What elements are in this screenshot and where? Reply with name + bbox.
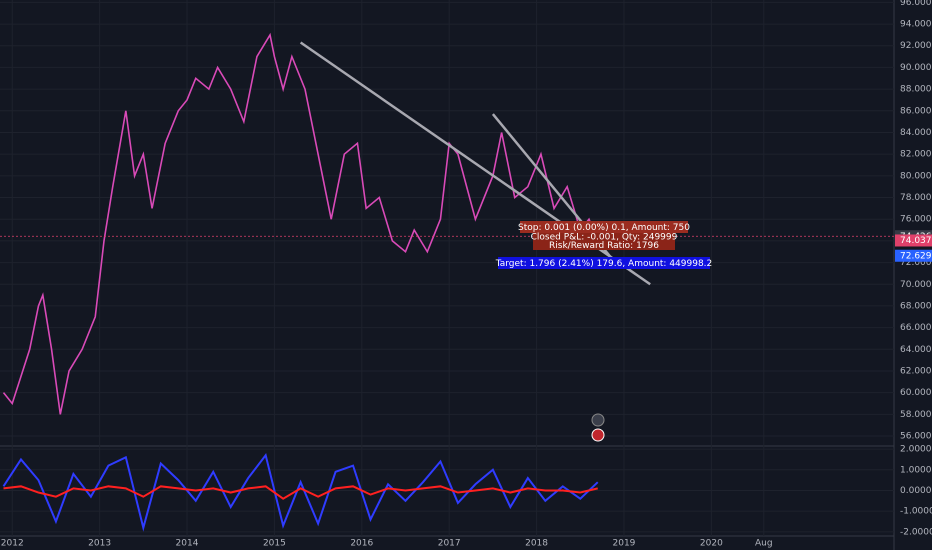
line-series: [3, 485, 598, 500]
event-icon[interactable]: [591, 413, 605, 427]
target-label: Target: 1.796 (2.41%) 179.6, Amount: 449…: [495, 259, 713, 269]
price-label-bg: [895, 234, 932, 247]
x-tick-label: 2018: [525, 539, 548, 549]
y-tick-label: 90.000: [900, 63, 932, 73]
x-tick-label: 2014: [176, 539, 199, 549]
y-tick-label: 88.000: [900, 85, 932, 95]
y-tick-label: 60.000: [900, 388, 932, 398]
x-tick-label: Aug: [755, 539, 773, 549]
y-tick-label: 68.000: [900, 301, 932, 311]
stop-box: [520, 221, 688, 233]
price-label: 72.629: [900, 251, 932, 261]
target-box: [498, 257, 710, 269]
line-series: [2, 32, 599, 415]
price-label-bg: [895, 249, 932, 262]
y-tick-label: 82.000: [900, 150, 932, 160]
y-tick-label: 58.000: [900, 410, 932, 420]
price-label: 74.037: [900, 236, 932, 246]
event-icon[interactable]: [591, 428, 605, 442]
pnl-box: [533, 233, 675, 250]
x-tick-label: 2015: [263, 539, 286, 549]
stop-label: Stop: 0.001 (0.00%) 0.1, Amount: 750: [518, 223, 690, 233]
y-tick-label: -2.0000: [900, 527, 932, 537]
x-tick-label: 2019: [613, 539, 636, 549]
pnl-label: Closed P&L: -0.001, Qty: 249999: [531, 233, 678, 243]
x-tick-label: 2016: [350, 539, 373, 549]
y-tick-label: 92.000: [900, 41, 932, 51]
y-tick-label: 76.000: [900, 215, 932, 225]
y-tick-label: 84.000: [900, 128, 932, 138]
y-tick-label: 94.000: [900, 20, 932, 30]
y-tick-label: 66.000: [900, 323, 932, 333]
line-series: [2, 453, 599, 532]
position-labels: Stop: 0.001 (0.00%) 0.1, Amount: 750 Clo…: [495, 221, 713, 269]
y-tick-label: 2.0000: [900, 445, 932, 455]
y-tick-label: 56.000: [900, 432, 932, 442]
risk-reward-label: Risk/Reward Ratio: 1796: [549, 241, 659, 251]
y-tick-label: 0.0000: [900, 486, 932, 496]
y-tick-label: 78.000: [900, 193, 932, 203]
x-tick-label: 2020: [700, 539, 723, 549]
y-tick-label: 96.000: [900, 0, 932, 8]
y-tick-label: 72.000: [900, 258, 932, 268]
y-tick-label: -1.0000: [900, 507, 932, 517]
x-tick-label: 2012: [1, 539, 24, 549]
y-tick-label: 86.000: [900, 106, 932, 116]
x-tick-label: 2017: [438, 539, 461, 549]
y-tick-label: 70.000: [900, 280, 932, 290]
y-tick-label: 64.000: [900, 345, 932, 355]
y-tick-label: 62.000: [900, 366, 932, 376]
y-tick-label: 80.000: [900, 171, 932, 181]
y-tick-label: 1.0000: [900, 465, 932, 475]
x-tick-label: 2013: [88, 539, 111, 549]
